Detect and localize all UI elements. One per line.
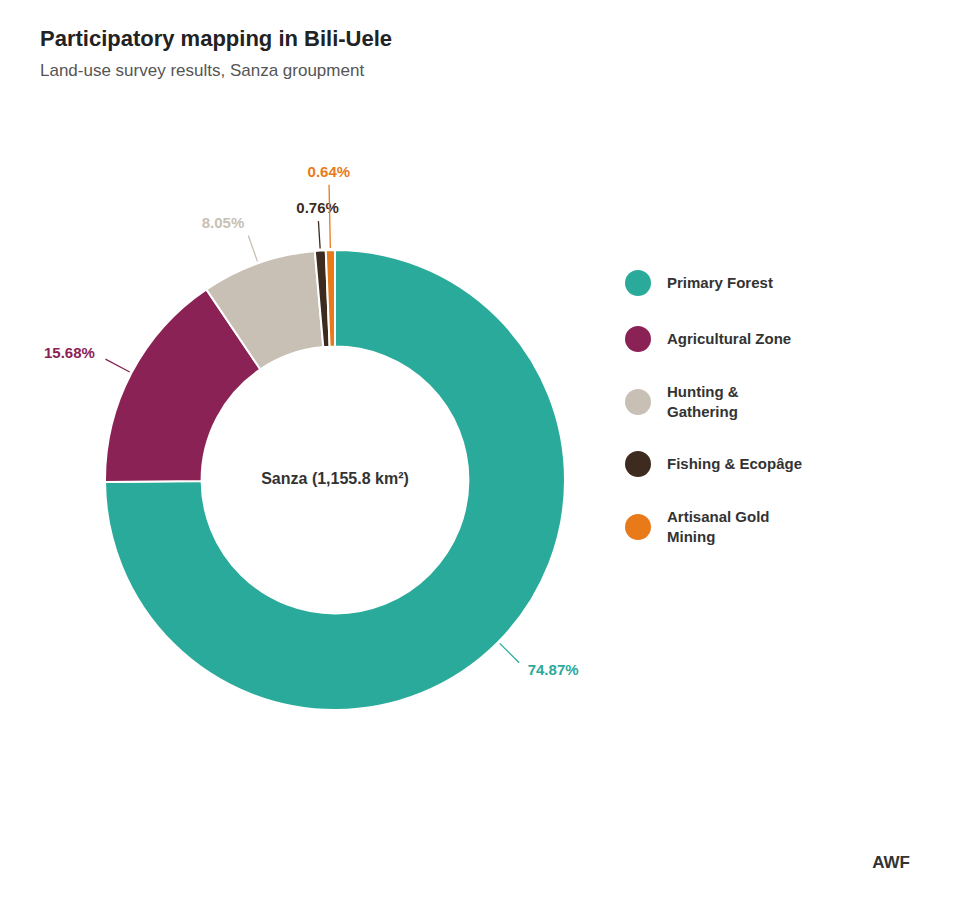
subtitle: Land-use survey results, Sanza groupment <box>40 61 364 80</box>
slice <box>206 251 323 370</box>
legend-swatch <box>625 451 651 477</box>
data-label: 74.87% <box>528 661 579 678</box>
legend-label: Artisanal Gold Mining <box>667 507 770 546</box>
legend-swatch <box>625 389 651 415</box>
plot: Sanza (1,155.8 km²) 74.87% 15.68% 8.05% 0.76… <box>44 163 579 710</box>
legend: Primary Forest Agricultural Zone Hunting &… <box>625 270 802 576</box>
legend-swatch <box>625 514 651 540</box>
leader-line <box>318 221 320 248</box>
legend-item: Primary Forest <box>625 270 802 296</box>
legend-label: Hunting & Gathering <box>667 382 739 421</box>
legend-item: Agricultural Zone <box>625 326 802 352</box>
data-label: 8.05% <box>202 214 245 231</box>
center-text: Sanza (1,155.8 km²) <box>261 470 409 487</box>
legend-item: Artisanal Gold Mining <box>625 507 802 546</box>
slices <box>105 250 565 710</box>
leader-line <box>329 185 330 248</box>
data-label: 0.76% <box>296 199 339 216</box>
leader-line <box>500 643 519 662</box>
data-label: 15.68% <box>44 344 95 361</box>
chart: Participatory mapping in Bili-Uele Land-u… <box>0 0 960 900</box>
data-labels: 74.87% 15.68% 8.05% 0.76% 0.64% <box>44 163 579 678</box>
leader-line <box>105 359 129 372</box>
legend-label: Fishing & Ecopâge <box>667 454 802 474</box>
data-label: 0.64% <box>308 163 351 180</box>
legend-label: Primary Forest <box>667 273 773 293</box>
branding: AWF <box>872 853 910 872</box>
legend-item: Fishing & Ecopâge <box>625 451 802 477</box>
legend-swatch <box>625 326 651 352</box>
leader-line <box>248 236 257 262</box>
title: Participatory mapping in Bili-Uele <box>40 26 392 51</box>
legend-label: Agricultural Zone <box>667 329 791 349</box>
legend-item: Hunting & Gathering <box>625 382 802 421</box>
slice <box>326 250 335 347</box>
legend-swatch <box>625 270 651 296</box>
slice <box>105 250 565 710</box>
